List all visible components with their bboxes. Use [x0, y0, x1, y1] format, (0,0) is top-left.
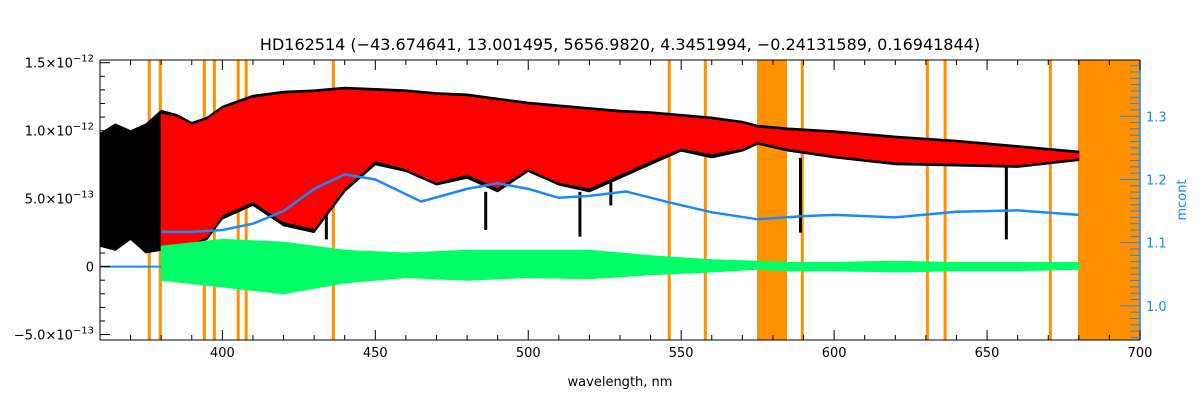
- x-tick-label: 700: [1128, 346, 1153, 361]
- y-tick-label: 1.5×10−12: [25, 54, 94, 72]
- continuum-curve: [100, 173, 1079, 268]
- right-axis-label: mcont: [1175, 179, 1190, 220]
- x-tick-label: 500: [516, 346, 541, 361]
- axes: 400 450 500 550 600 650 700 −5.0×10−13 0 5.0×10−1…: [14, 54, 1167, 361]
- model-flux-band: [160, 89, 1080, 251]
- x-tick-label: 600: [822, 346, 847, 361]
- x-tick-label: 550: [669, 346, 694, 361]
- y-tick-label: −5.0×10−13: [14, 326, 94, 344]
- masked-region: [925, 60, 929, 340]
- masked-region: [1048, 60, 1052, 340]
- y-tick-label: 5.0×10−13: [25, 190, 94, 208]
- y-tick-label: 0: [86, 261, 94, 276]
- y-tick-label: 1.0×10−12: [25, 122, 94, 140]
- chart-title: HD162514 (−43.674641, 13.001495, 5656.98…: [260, 35, 980, 54]
- right-y-tick-label: 1.3: [1146, 110, 1167, 125]
- masked-region: [667, 60, 671, 340]
- masked-region: [703, 60, 707, 340]
- right-y-tick-label: 1.0: [1146, 300, 1167, 315]
- masked-region: [1077, 60, 1140, 340]
- right-y-tick-label: 1.1: [1146, 237, 1167, 252]
- x-tick-label: 400: [210, 346, 235, 361]
- x-tick-label: 650: [975, 346, 1000, 361]
- x-axis-label: wavelength, nm: [568, 375, 673, 390]
- x-tick-label: 450: [363, 346, 388, 361]
- masked-region: [800, 60, 804, 340]
- residuals: [160, 238, 1080, 295]
- residual-band: [160, 238, 1080, 295]
- masked-region: [757, 60, 788, 340]
- continuum-line: [161, 173, 1079, 234]
- masked-region: [943, 60, 947, 340]
- model-spectrum: [160, 89, 1080, 251]
- right-y-tick-label: 1.2: [1146, 173, 1167, 188]
